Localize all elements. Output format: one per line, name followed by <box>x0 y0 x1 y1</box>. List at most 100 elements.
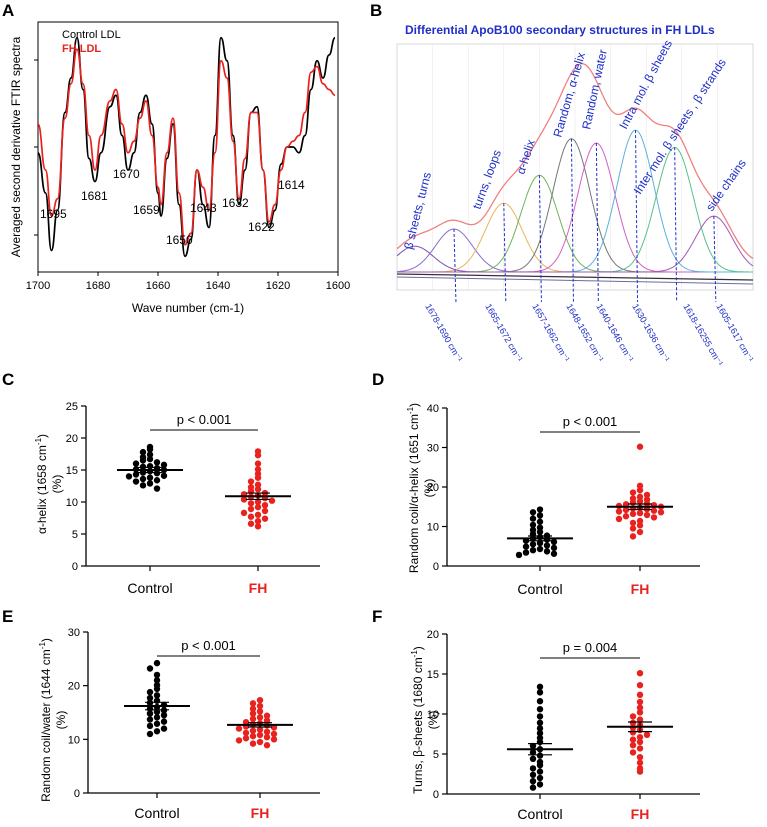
data-point <box>550 538 558 546</box>
data-point <box>146 710 154 717</box>
range-label: 1630-1636 cm⁻¹ <box>630 302 671 364</box>
data-point <box>146 688 154 696</box>
data-point <box>629 489 637 496</box>
data-point <box>261 507 269 515</box>
data-point <box>160 725 168 732</box>
panel-c-scatter: 0 5 10 15 20 25 Control FH p < 0.001 <box>66 401 320 596</box>
data-point <box>536 725 544 732</box>
data-point <box>256 702 264 710</box>
panel-f-turns-beta: F Turns, β-sheets (1680 cm-1) (%) 0 5 10 15… <box>372 607 700 822</box>
data-point <box>261 515 269 522</box>
data-point <box>629 729 637 736</box>
panel-e-letter: E <box>2 607 13 626</box>
ylabel-main: α-helix (1658 cm <box>35 445 49 534</box>
data-point <box>249 732 257 740</box>
data-point <box>146 694 154 702</box>
panel-a-x-ticks: 1700 1680 1660 1640 1620 1600 <box>26 59 350 292</box>
sum-envelope-curve <box>396 62 754 260</box>
data-point <box>636 670 644 677</box>
category-label: Control <box>517 806 562 822</box>
data-point <box>153 459 161 466</box>
data-point <box>263 728 271 736</box>
panel-e-scatter: 0 10 20 30 Control FH p < 0.001 <box>68 627 320 821</box>
data-point <box>529 541 537 548</box>
p-value: p < 0.001 <box>181 638 236 653</box>
data-point <box>254 486 262 493</box>
peak-marker-line <box>503 203 507 303</box>
data-point <box>536 752 544 759</box>
data-point <box>146 722 154 730</box>
data-point <box>146 716 154 723</box>
panel-a-band-labels: 1695 1681 1670 1659 1650 1643 1632 1622 … <box>40 167 305 247</box>
panel-b-title: Differential ApoB100 secondary structure… <box>405 23 715 37</box>
data-point <box>636 704 644 711</box>
legend-fh-ldl: FH LDL <box>62 43 101 55</box>
data-point <box>263 742 271 749</box>
panel-a-ftir-spectra: A Averaged second derivative FTIR spectr… <box>2 1 350 315</box>
data-point <box>146 451 154 458</box>
y-tick-label: 10 <box>427 522 439 534</box>
data-point <box>636 443 644 450</box>
data-point <box>139 448 147 456</box>
y-tick-label: 25 <box>66 401 78 413</box>
data-point <box>247 478 255 485</box>
data-point <box>254 523 262 530</box>
data-point <box>636 716 644 723</box>
panel-f-letter: F <box>372 607 382 626</box>
band-label: 1681 <box>81 189 108 203</box>
data-point <box>254 466 262 473</box>
band-label: 1670 <box>113 167 140 181</box>
data-point <box>263 733 271 741</box>
data-point <box>529 749 537 756</box>
data-point <box>643 731 651 738</box>
data-point <box>636 759 644 766</box>
data-point <box>636 734 644 741</box>
peak-marker-line <box>453 228 457 303</box>
data-point <box>629 533 637 540</box>
range-label: 1665-1672 cm⁻¹ <box>483 302 524 364</box>
data-point <box>529 547 537 554</box>
y-tick-label: 0 <box>74 788 80 800</box>
data-point <box>153 477 161 484</box>
component-curve <box>397 215 754 273</box>
peak-marker-line <box>595 142 599 303</box>
ylabel-tail: ) <box>411 646 425 650</box>
data-point <box>132 478 140 485</box>
data-point <box>256 714 264 721</box>
data-point <box>536 683 544 690</box>
range-label: 1678-1690 cm⁻¹ <box>423 302 464 364</box>
ylabel-tail: ) <box>39 638 53 642</box>
data-point <box>629 719 637 726</box>
data-point <box>270 724 278 731</box>
data-point <box>249 705 257 712</box>
data-point <box>636 509 644 517</box>
y-tick-label: 5 <box>433 749 439 761</box>
data-point <box>529 755 537 762</box>
data-point <box>153 485 161 492</box>
data-point <box>629 525 637 532</box>
data-point <box>529 765 537 772</box>
data-point <box>629 510 637 518</box>
fh-ldl-line <box>37 48 336 246</box>
data-point <box>636 738 644 746</box>
data-point <box>636 745 644 752</box>
data-point <box>636 709 644 716</box>
p-value: p < 0.001 <box>563 414 618 429</box>
panel-a-x-tick-label: 1600 <box>326 280 350 292</box>
data-point <box>263 712 271 719</box>
data-point <box>543 536 551 543</box>
data-point <box>529 778 537 785</box>
data-point <box>270 736 278 743</box>
data-point <box>249 715 257 723</box>
peak-marker-line <box>570 138 574 303</box>
category-label: Control <box>127 580 172 596</box>
data-point <box>242 735 250 742</box>
data-point <box>146 665 154 672</box>
data-point <box>247 513 255 520</box>
band-label: 1643 <box>190 201 217 215</box>
data-point <box>629 499 637 506</box>
data-point <box>153 714 161 721</box>
y-tick-label: 10 <box>427 709 439 721</box>
data-point <box>643 491 651 499</box>
